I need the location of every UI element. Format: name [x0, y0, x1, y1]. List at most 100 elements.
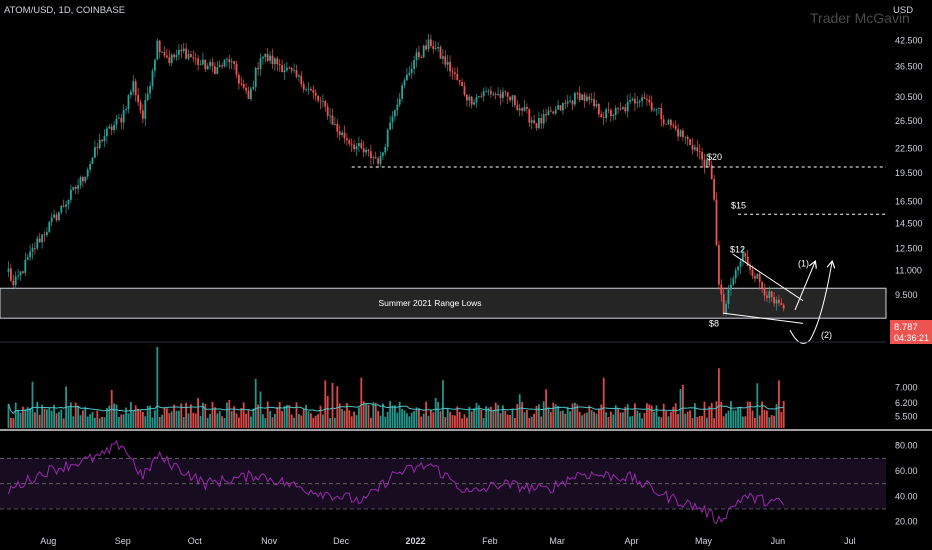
volume-bar [710, 402, 713, 428]
candle-body [264, 53, 267, 57]
candle-body [283, 70, 286, 73]
candle-body [278, 64, 281, 66]
volume-bar [281, 411, 283, 428]
volume-bar [430, 409, 432, 428]
volume-bar [211, 401, 214, 428]
volume-bar [576, 404, 579, 428]
candle-body [583, 94, 586, 101]
volume-bar [118, 417, 120, 428]
mark-label-8: $8 [709, 319, 719, 329]
volume-bar [418, 408, 420, 428]
candle-body [634, 98, 636, 104]
candle-body [336, 123, 339, 132]
candle-body [622, 107, 624, 110]
volume-bar [46, 409, 48, 428]
volume-bar [132, 410, 135, 428]
candle-body [454, 72, 456, 74]
volume-bar [84, 406, 87, 428]
volume-bar [492, 410, 495, 428]
volume-bar [768, 417, 771, 428]
candle-body [415, 52, 418, 61]
candle-body [708, 159, 711, 166]
candle-body [346, 138, 348, 141]
candle-body [446, 61, 449, 65]
candle-body [696, 147, 699, 152]
volume-bar [480, 409, 483, 428]
candle-body [202, 59, 204, 65]
candle-body [211, 62, 214, 67]
volume-bar [266, 401, 269, 428]
volume-bar [166, 408, 168, 428]
candle-body [610, 110, 612, 117]
candle-body [718, 245, 720, 285]
candle-body [31, 248, 34, 252]
candle-body [614, 108, 617, 116]
volume-bar [682, 384, 684, 428]
volume-bar [730, 401, 732, 428]
volume-bar [485, 406, 487, 428]
volume-bar [300, 415, 303, 428]
level-label-15: $15 [731, 200, 746, 210]
volume-bar [362, 401, 365, 428]
volume-bar [214, 407, 216, 428]
candle-body [62, 205, 65, 207]
candle-body [619, 108, 622, 110]
volume-bar [547, 407, 550, 428]
candle-body [10, 268, 12, 281]
candle-body [396, 104, 399, 111]
candle-body [55, 214, 58, 221]
time-tick-label: Dec [333, 536, 350, 546]
volume-bar [209, 413, 211, 428]
candle-body [139, 102, 142, 111]
candle-body [466, 94, 468, 101]
candle-body [151, 70, 154, 86]
candle-body [653, 109, 655, 111]
volume-bar [41, 404, 43, 428]
candle-body [480, 96, 483, 97]
volume-bar [422, 413, 425, 428]
candle-body [655, 108, 658, 110]
volume-bar [638, 412, 641, 428]
candle-body [509, 96, 511, 101]
candle-body [674, 125, 677, 129]
volume-bar [415, 407, 418, 428]
volume-bar [185, 402, 187, 428]
volume-bar [370, 417, 372, 428]
volume-bar [233, 406, 235, 428]
range-box-layer: Summer 2021 Range Lows [0, 287, 887, 319]
time-tick-label: May [695, 536, 713, 546]
candle-body [552, 111, 555, 114]
volume-bar [766, 410, 768, 428]
candle-body [271, 55, 274, 65]
watermark: Trader McGavin [810, 10, 910, 26]
volume-bar [554, 404, 557, 428]
candle-body [245, 87, 247, 91]
volume-bar [34, 412, 36, 428]
volume-bar [298, 413, 300, 428]
volume-bar [29, 408, 31, 428]
candle-body [386, 129, 389, 147]
candle-body [235, 63, 238, 75]
candle-body [226, 59, 228, 61]
candle-body [190, 54, 192, 58]
candle-body [422, 45, 425, 58]
candle-body [588, 96, 591, 100]
volume-bar [658, 416, 660, 428]
candle-body [48, 221, 51, 233]
volume-bar [720, 401, 723, 428]
volume-bar [583, 413, 586, 428]
volume-bar [770, 414, 773, 428]
volume-bar [446, 407, 449, 428]
volume-bar [482, 418, 485, 428]
volume-bar [58, 411, 60, 428]
candle-body [715, 199, 718, 246]
price-tick-label: 36.500 [895, 62, 923, 72]
volume-bar [684, 413, 687, 428]
volume-bar [722, 416, 725, 428]
volume-bar [742, 416, 744, 428]
candle-body [703, 159, 706, 168]
candle-body [156, 40, 159, 60]
volume-bar [223, 417, 226, 428]
candle-body [398, 98, 401, 105]
